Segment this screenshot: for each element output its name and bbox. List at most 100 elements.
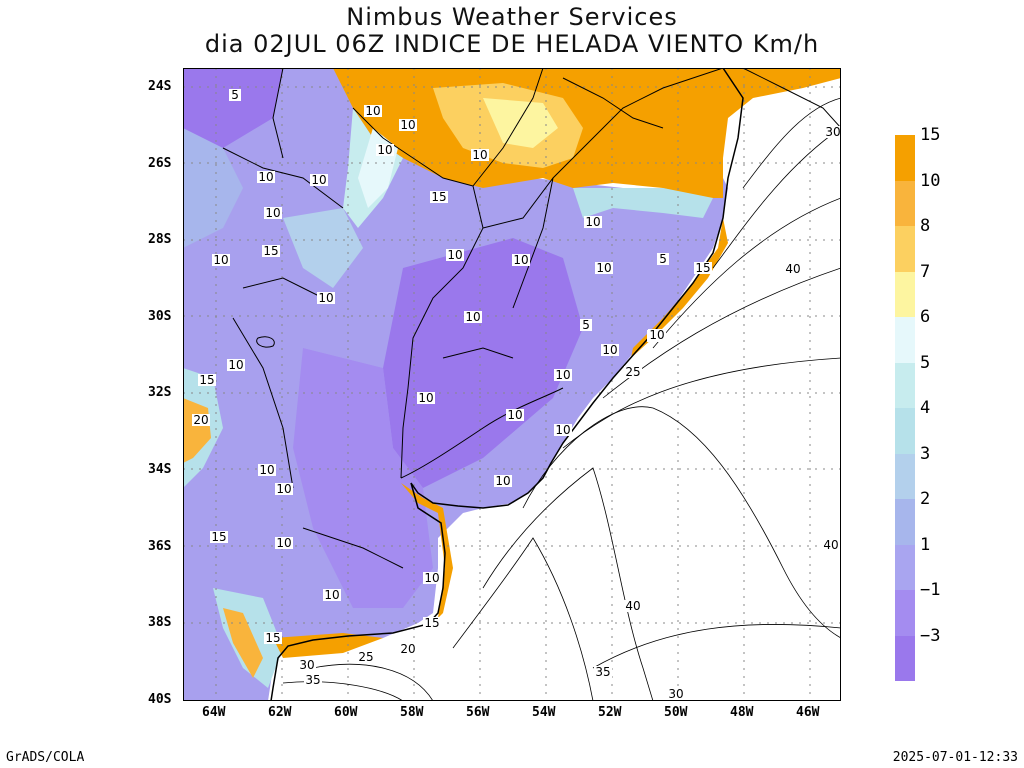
contour-label-10: 10: [648, 328, 666, 342]
colorbar: [895, 135, 915, 681]
contour-label-text: 10: [472, 148, 487, 162]
contour-label-10: 10: [227, 358, 245, 372]
colorbar-label: 3: [920, 443, 931, 464]
coast-strip-east: [631, 218, 728, 358]
contour-label-text: 10: [276, 536, 291, 550]
contour-label-15: 15: [430, 190, 448, 204]
lat-label-40s: 40S: [148, 692, 172, 707]
contour-label-25: 25: [357, 650, 375, 664]
contour-label-10: 10: [275, 536, 293, 550]
contour-label-40: 40: [822, 538, 840, 552]
ocean-contours: [282, 97, 841, 701]
warm-south-coast: [273, 633, 383, 658]
contour-label-text: 30: [668, 687, 683, 701]
contour-label-10: 10: [506, 408, 524, 422]
contour-label-10: 10: [275, 482, 293, 496]
colorbar-label: 1: [920, 534, 931, 555]
contour-label-text: 10: [213, 253, 228, 267]
contour-label-text: 15: [424, 616, 439, 630]
contour-label-text: 35: [595, 665, 610, 679]
contour-label-text: 15: [695, 261, 710, 275]
contour-label-text: 15: [263, 244, 278, 258]
lat-label-36s: 36S: [148, 539, 172, 554]
colorbar-label: −1: [920, 580, 941, 600]
lon-label-64w: 64W: [202, 705, 226, 720]
contour-label-text: 15: [211, 530, 226, 544]
contour-label-text: 10: [602, 343, 617, 357]
lon-label-46w: 46W: [796, 705, 820, 720]
lat-label-30s: 30S: [148, 309, 172, 324]
contour-label-15: 15: [210, 530, 228, 544]
contour-label-text: 10: [377, 143, 392, 157]
lat-label-32s: 32S: [148, 385, 172, 400]
contour-label-text: 10: [318, 291, 333, 305]
contour-label-10: 10: [554, 423, 572, 437]
contour-label-text: 10: [447, 248, 462, 262]
contour-label-5: 5: [657, 252, 669, 266]
contour-label-30: 30: [667, 687, 685, 701]
lon-label-62w: 62W: [268, 705, 292, 720]
contour-label-15: 15: [198, 373, 216, 387]
warm-zone-north-pale: [483, 98, 558, 148]
lat-label-24s: 24S: [148, 79, 172, 94]
lat-label-28s: 28S: [148, 232, 172, 247]
contour-label-10: 10: [257, 170, 275, 184]
contour-label-5: 5: [580, 318, 592, 332]
contour-label-text: 10: [228, 358, 243, 372]
colorbar-segment: [895, 590, 915, 636]
contour-label-text: 25: [625, 365, 640, 379]
colorbar-segment: [895, 408, 915, 454]
contour-label-5: 5: [229, 88, 241, 102]
contour-label-10: 10: [601, 343, 619, 357]
contour-label-text: 10: [418, 391, 433, 405]
band-blue-3: [183, 128, 243, 248]
map-panel: 5 10 10 10 10 10 10 15 10 10 15 10 10 10…: [183, 68, 841, 701]
contour-label-10: 10: [364, 104, 382, 118]
borders: [222, 68, 841, 569]
contour-label-text: 10: [258, 170, 273, 184]
colorbar-label: 2: [920, 489, 931, 509]
colorbar-segment: [895, 544, 915, 590]
contour-label-text: 10: [400, 118, 415, 132]
lon-label-58w: 58W: [400, 705, 424, 720]
contour-label-text: 10: [276, 482, 291, 496]
contour-label-text: 5: [231, 88, 239, 102]
contour-label-10: 10: [212, 253, 230, 267]
contour-label-10: 10: [376, 143, 394, 157]
contour-label-text: 10: [259, 463, 274, 477]
contour-label-text: 25: [358, 650, 373, 664]
contour-label-15: 15: [262, 244, 280, 258]
lon-label-54w: 54W: [532, 705, 556, 720]
contour-label-text: 10: [649, 328, 664, 342]
contour-label-10: 10: [464, 310, 482, 324]
contour-label-15: 15: [423, 616, 441, 630]
contour-label-10: 10: [258, 463, 276, 477]
contour-label-25: 25: [624, 365, 642, 379]
contour-label-10: 10: [423, 571, 441, 585]
contour-label-text: 10: [365, 104, 380, 118]
contour-label-35: 35: [594, 665, 612, 679]
colorbar-segment: [895, 271, 915, 317]
contour-label-15: 15: [694, 261, 712, 275]
colorbar-segment: [895, 317, 915, 363]
contour-label-15: 15: [264, 631, 282, 645]
contour-label-40: 40: [624, 599, 642, 613]
colorbar-segment: [895, 135, 915, 181]
lon-label-60w: 60W: [334, 705, 358, 720]
contour-label-10: 10: [554, 368, 572, 382]
lat-label-26s: 26S: [148, 156, 172, 171]
lat-label-38s: 38S: [148, 615, 172, 630]
contour-label-text: 40: [785, 262, 800, 276]
contour-label-text: 10: [555, 368, 570, 382]
contour-label-30: 30: [298, 658, 316, 672]
contour-label-10: 10: [584, 215, 602, 229]
contour-label-text: 40: [823, 538, 838, 552]
contour-label-text: 35: [305, 673, 320, 687]
contour-label-10: 10: [595, 261, 613, 275]
contour-label-text: 40: [625, 599, 640, 613]
colorbar-segment: [895, 499, 915, 545]
contour-label-text: 10: [495, 474, 510, 488]
colorbar-label: −3: [920, 625, 941, 646]
colorbar-segment: [895, 180, 915, 226]
contour-label-text: 10: [424, 571, 439, 585]
